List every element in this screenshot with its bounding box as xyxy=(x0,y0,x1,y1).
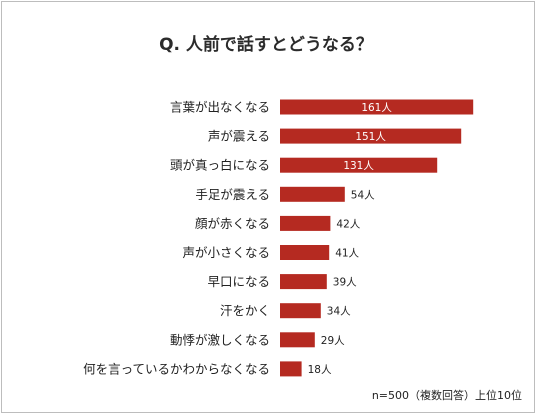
category-label: 言葉が出なくなる xyxy=(170,100,270,115)
bar xyxy=(280,157,438,173)
value-label: 151人 xyxy=(355,131,386,143)
category-label: 頭が真っ白になる xyxy=(170,158,270,173)
value-label: 131人 xyxy=(343,160,374,172)
category-label: 手足が震える xyxy=(195,187,270,202)
bar xyxy=(280,332,315,348)
bar xyxy=(280,99,474,115)
value-label: 42人 xyxy=(336,218,360,230)
category-label: 早口になる xyxy=(207,274,270,289)
category-label: 汗をかく xyxy=(220,303,270,318)
category-label: 声が小さくなる xyxy=(182,245,270,260)
footnote: n=500（複数回答）上位10位 xyxy=(371,389,522,402)
category-label: 動悸が激しくなる xyxy=(170,332,270,347)
value-label: 41人 xyxy=(335,248,359,260)
bar xyxy=(280,303,321,319)
category-label: 声が震える xyxy=(208,129,270,144)
bar xyxy=(280,245,330,260)
bar xyxy=(280,215,331,231)
bar xyxy=(280,361,302,377)
category-label: 何を言っているかわからなくなる xyxy=(83,361,270,376)
value-label: 161人 xyxy=(361,102,392,114)
value-label: 54人 xyxy=(351,189,375,201)
bar xyxy=(280,274,327,290)
value-label: 34人 xyxy=(327,306,351,318)
category-label: 顔が赤くなる xyxy=(195,216,270,231)
bar xyxy=(280,128,462,144)
bar xyxy=(280,186,345,202)
chart-title: Q. 人前で話すとどうなる？ xyxy=(159,35,373,55)
value-label: 18人 xyxy=(308,364,332,376)
value-label: 29人 xyxy=(321,335,345,347)
value-label: 39人 xyxy=(333,277,357,289)
